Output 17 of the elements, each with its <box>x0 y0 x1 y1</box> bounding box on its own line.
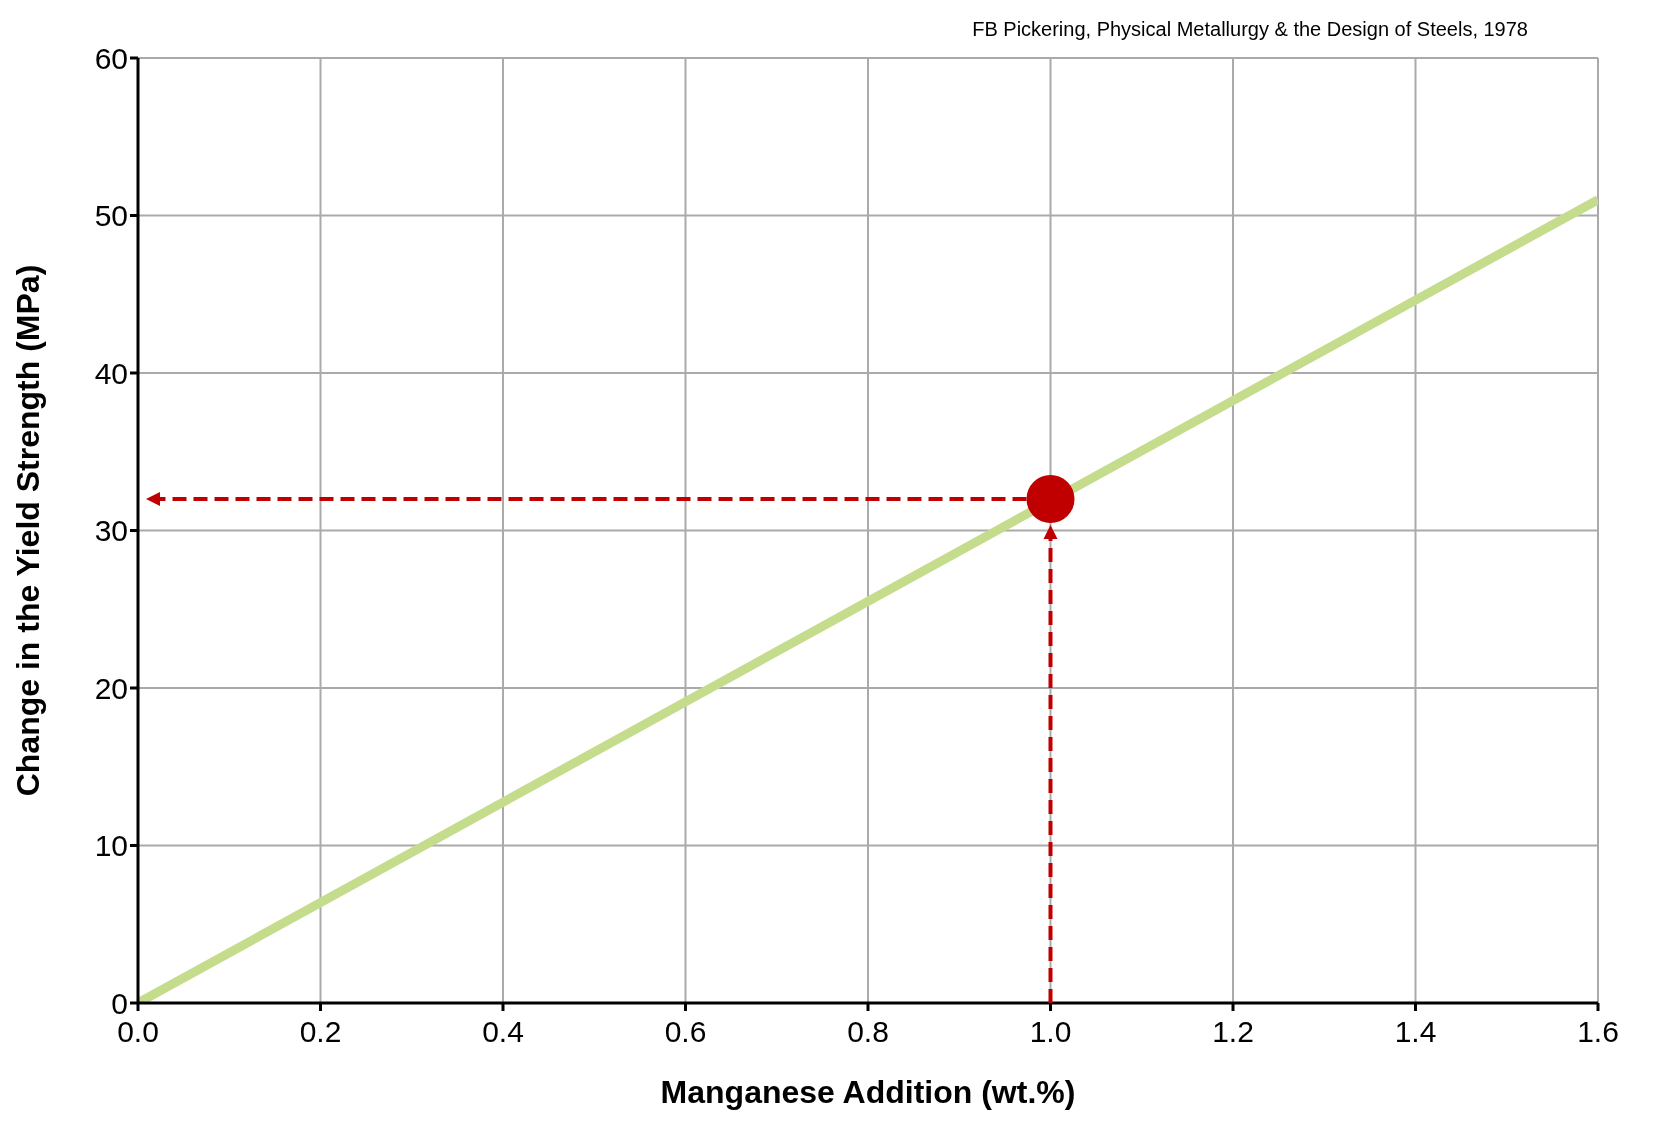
y-tick-label: 50 <box>94 199 128 233</box>
y-tick-label: 40 <box>94 356 128 390</box>
x-tick-label: 0.4 <box>482 1015 524 1049</box>
text: FB Pickering, Physical Metallurgy & the Design of Steels, 1978 <box>972 18 1528 41</box>
y-tick-label: 20 <box>94 671 128 705</box>
y-axis-title: Change in the Yield Strength (MPa) <box>10 264 47 797</box>
x-tick-label: 1.2 <box>1212 1015 1254 1049</box>
y-tick-label: 60 <box>94 41 128 75</box>
y-tick-label: 30 <box>94 514 128 548</box>
x-tick-label: 1.0 <box>1029 1015 1072 1049</box>
x-tick-label: 0.2 <box>299 1015 342 1049</box>
y-tick-label: 10 <box>94 829 128 863</box>
x-tick-label: 0.8 <box>847 1015 889 1049</box>
x-tick-label: 1.4 <box>1394 1015 1437 1049</box>
x-tick-label: 0.6 <box>664 1015 707 1049</box>
x-axis-title: Manganese Addition (wt.%) <box>660 1074 1076 1110</box>
x-tick-label: 1.6 <box>1577 1015 1619 1049</box>
